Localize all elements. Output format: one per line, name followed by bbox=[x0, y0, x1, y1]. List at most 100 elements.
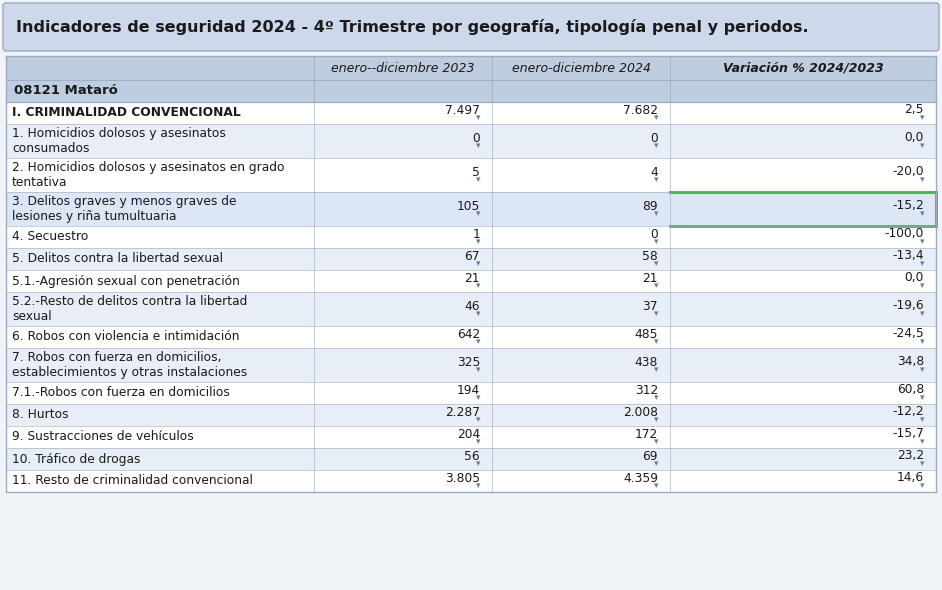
Text: 7.682: 7.682 bbox=[623, 103, 658, 116]
Text: 485: 485 bbox=[635, 327, 658, 340]
Text: ▾: ▾ bbox=[919, 209, 924, 218]
Text: 46: 46 bbox=[464, 300, 480, 313]
Text: ▾: ▾ bbox=[919, 365, 924, 375]
Text: 2.287: 2.287 bbox=[445, 405, 480, 418]
Text: ▾: ▾ bbox=[919, 260, 924, 268]
Text: ▾: ▾ bbox=[476, 481, 480, 490]
Text: ▾: ▾ bbox=[919, 415, 924, 424]
Text: 642: 642 bbox=[457, 327, 480, 340]
Text: 9. Sustracciones de vehículos: 9. Sustracciones de vehículos bbox=[12, 431, 194, 444]
Text: enero--diciembre 2023: enero--diciembre 2023 bbox=[332, 61, 475, 74]
Text: ▾: ▾ bbox=[654, 113, 658, 123]
Text: 0,0: 0,0 bbox=[904, 132, 924, 145]
Text: 10. Tráfico de drogas: 10. Tráfico de drogas bbox=[12, 453, 140, 466]
Text: ▾: ▾ bbox=[919, 337, 924, 346]
Text: -19,6: -19,6 bbox=[892, 300, 924, 313]
Bar bbox=[6, 404, 936, 426]
Text: ▾: ▾ bbox=[919, 281, 924, 290]
Text: ▾: ▾ bbox=[919, 142, 924, 150]
Text: 60,8: 60,8 bbox=[897, 384, 924, 396]
Text: ▾: ▾ bbox=[919, 113, 924, 123]
Text: -15,7: -15,7 bbox=[892, 428, 924, 441]
Bar bbox=[6, 326, 936, 348]
Text: ▾: ▾ bbox=[654, 238, 658, 247]
Text: 08121 Mataró: 08121 Mataró bbox=[14, 84, 118, 97]
Text: ▾: ▾ bbox=[654, 438, 658, 447]
Text: enero-diciembre 2024: enero-diciembre 2024 bbox=[512, 61, 651, 74]
Text: ▾: ▾ bbox=[654, 481, 658, 490]
Text: ▾: ▾ bbox=[476, 438, 480, 447]
Text: ▾: ▾ bbox=[654, 175, 658, 185]
Text: ▾: ▾ bbox=[654, 337, 658, 346]
Text: 172: 172 bbox=[635, 428, 658, 441]
Text: -12,2: -12,2 bbox=[892, 405, 924, 418]
Bar bbox=[6, 226, 936, 248]
Text: ▾: ▾ bbox=[654, 460, 658, 468]
Text: 0,0: 0,0 bbox=[904, 271, 924, 284]
Text: ▾: ▾ bbox=[654, 209, 658, 218]
Text: 37: 37 bbox=[642, 300, 658, 313]
Text: ▾: ▾ bbox=[919, 310, 924, 319]
Text: 23,2: 23,2 bbox=[897, 450, 924, 463]
Bar bbox=[6, 158, 936, 192]
Text: ▾: ▾ bbox=[654, 142, 658, 150]
Text: ▾: ▾ bbox=[476, 310, 480, 319]
Text: -15,2: -15,2 bbox=[892, 199, 924, 212]
Text: 5: 5 bbox=[472, 166, 480, 179]
Text: 4: 4 bbox=[650, 166, 658, 179]
Text: 3. Delitos graves y menos graves de
lesiones y riña tumultuaria: 3. Delitos graves y menos graves de lesi… bbox=[12, 195, 236, 223]
Text: 5.1.-Agresión sexual con penetración: 5.1.-Agresión sexual con penetración bbox=[12, 274, 240, 287]
Text: 7. Robos con fuerza en domicilios,
establecimientos y otras instalaciones: 7. Robos con fuerza en domicilios, estab… bbox=[12, 350, 247, 379]
Bar bbox=[6, 348, 936, 382]
Text: ▾: ▾ bbox=[476, 238, 480, 247]
Text: 0: 0 bbox=[472, 132, 480, 145]
Text: 325: 325 bbox=[457, 356, 480, 369]
Text: -13,4: -13,4 bbox=[892, 250, 924, 263]
Text: ▾: ▾ bbox=[919, 238, 924, 247]
Bar bbox=[6, 448, 936, 470]
Text: 34,8: 34,8 bbox=[897, 356, 924, 369]
Text: ▾: ▾ bbox=[476, 281, 480, 290]
Bar bbox=[6, 124, 936, 158]
Text: 194: 194 bbox=[457, 384, 480, 396]
Text: 8. Hurtos: 8. Hurtos bbox=[12, 408, 69, 421]
Bar bbox=[6, 248, 936, 270]
Text: ▾: ▾ bbox=[476, 365, 480, 375]
Text: 14,6: 14,6 bbox=[897, 471, 924, 484]
Text: 204: 204 bbox=[457, 428, 480, 441]
Bar bbox=[6, 102, 936, 124]
Text: ▾: ▾ bbox=[476, 337, 480, 346]
Bar bbox=[6, 382, 936, 404]
Text: 67: 67 bbox=[464, 250, 480, 263]
Text: ▾: ▾ bbox=[476, 460, 480, 468]
Text: 69: 69 bbox=[642, 450, 658, 463]
Bar bbox=[6, 80, 936, 102]
Bar bbox=[6, 56, 936, 80]
Text: 58: 58 bbox=[642, 250, 658, 263]
Text: 4.359: 4.359 bbox=[623, 471, 658, 484]
Text: ▾: ▾ bbox=[919, 175, 924, 185]
Text: ▾: ▾ bbox=[654, 281, 658, 290]
Bar bbox=[6, 270, 936, 292]
Text: ▾: ▾ bbox=[654, 310, 658, 319]
Text: Indicadores de seguridad 2024 - 4º Trimestre por geografía, tipología penal y pe: Indicadores de seguridad 2024 - 4º Trime… bbox=[16, 19, 808, 35]
Text: 105: 105 bbox=[457, 199, 480, 212]
Text: 0: 0 bbox=[650, 132, 658, 145]
Text: 6. Robos con violencia e intimidación: 6. Robos con violencia e intimidación bbox=[12, 330, 239, 343]
Bar bbox=[6, 470, 936, 492]
Text: ▾: ▾ bbox=[476, 113, 480, 123]
Text: ▾: ▾ bbox=[919, 481, 924, 490]
Text: 3.805: 3.805 bbox=[445, 471, 480, 484]
Text: ▾: ▾ bbox=[476, 142, 480, 150]
Text: 2.008: 2.008 bbox=[623, 405, 658, 418]
Text: ▾: ▾ bbox=[654, 394, 658, 402]
Bar bbox=[6, 192, 936, 226]
Text: 2. Homicidios dolosos y asesinatos en grado
tentativa: 2. Homicidios dolosos y asesinatos en gr… bbox=[12, 160, 284, 189]
Text: -100,0: -100,0 bbox=[885, 228, 924, 241]
Text: 21: 21 bbox=[464, 271, 480, 284]
Text: Variación % 2024/2023: Variación % 2024/2023 bbox=[723, 61, 884, 74]
Text: 11. Resto de criminalidad convencional: 11. Resto de criminalidad convencional bbox=[12, 474, 252, 487]
Text: ▾: ▾ bbox=[476, 260, 480, 268]
Text: 2,5: 2,5 bbox=[904, 103, 924, 116]
Text: ▾: ▾ bbox=[919, 394, 924, 402]
